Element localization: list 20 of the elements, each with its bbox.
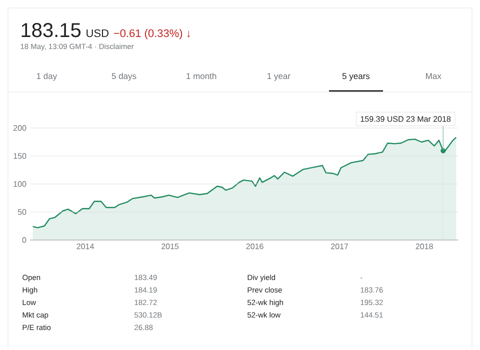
text: 5 years xyxy=(342,73,370,81)
text: −0.61 (0.33%) ↓ xyxy=(114,29,190,40)
y-tick-label: 100 xyxy=(14,181,26,187)
text: 1 day xyxy=(36,72,58,81)
y-tick-label: 200 xyxy=(14,125,26,131)
text: Max xyxy=(426,73,442,80)
x-tick-label: 2018 xyxy=(416,244,433,250)
x-tick-label: 2015 xyxy=(162,244,179,250)
text: 1 month xyxy=(186,72,216,80)
text: 1 year xyxy=(268,73,290,81)
y-tick-label: 0 xyxy=(22,237,26,243)
x-tick-label: 2014 xyxy=(76,244,94,250)
y-tick-label: 50 xyxy=(18,209,26,215)
x-tick-label: 2017 xyxy=(331,244,348,250)
text: 5 days xyxy=(112,72,136,81)
y-tick-label: 150 xyxy=(14,153,26,159)
chart-title: 183.15 xyxy=(22,23,81,38)
x-tick-label: 2016 xyxy=(246,244,264,250)
annotation: 159.39 USD 23 Mar 2018 xyxy=(360,116,451,122)
text: USD xyxy=(86,29,108,38)
